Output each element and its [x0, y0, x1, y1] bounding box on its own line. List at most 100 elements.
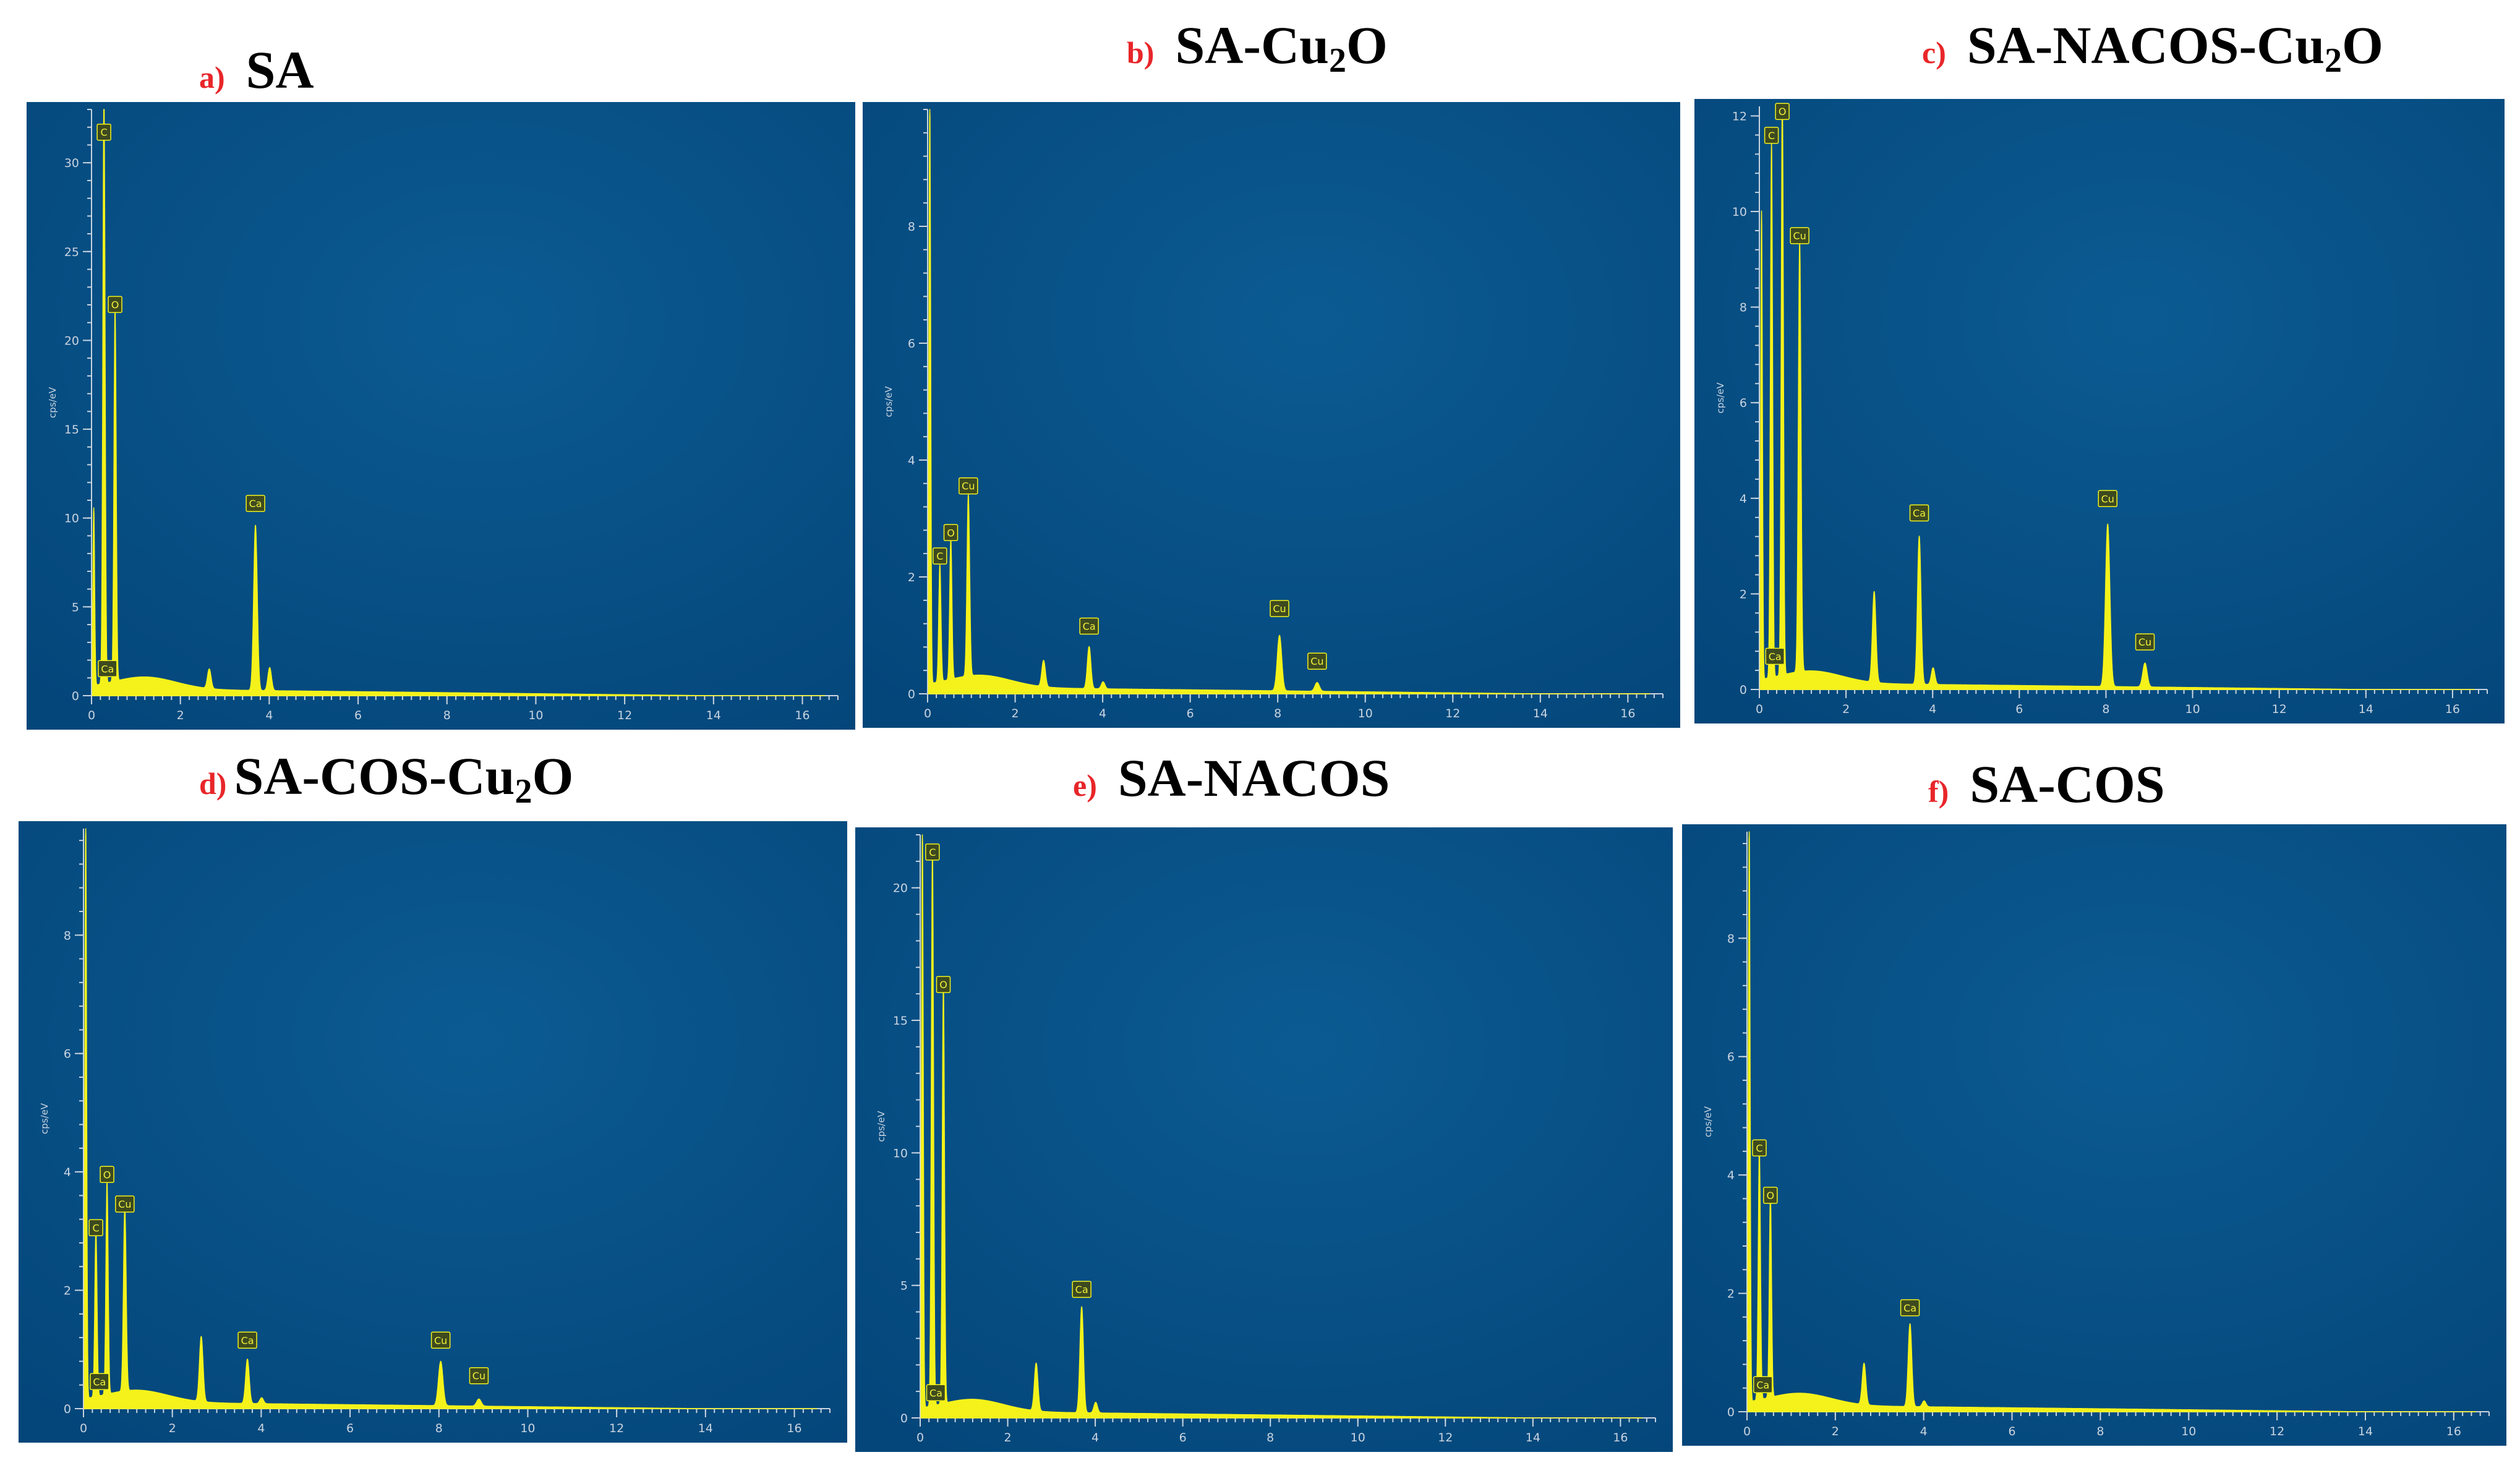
peak-marker-box: [88, 1219, 103, 1237]
x-tick-label: 10: [528, 709, 543, 722]
y-tick-label: 0: [1740, 683, 1747, 697]
x-tick-label: 16: [2445, 702, 2460, 716]
panel-a-title: a) SA: [199, 43, 314, 96]
peak-marker-label: O: [1779, 106, 1787, 117]
peak-marker-box: [1307, 652, 1327, 670]
x-tick-label: 4: [1929, 702, 1936, 716]
panel-f-spectrum: 0 2 4 6 8 10 12 14 16 0 2 4 6 8 cps/eV C O Ca Ca: [1682, 824, 2506, 1446]
y-tick-label: 2: [1727, 1287, 1735, 1301]
y-tick-label: 4: [64, 1166, 71, 1179]
peak-marker-box: [1900, 1299, 1920, 1317]
peak-marker-label: C: [1768, 130, 1775, 142]
x-tick-label: 0: [1743, 1425, 1751, 1438]
peak-marker-box: [1270, 600, 1289, 617]
peak-marker-label: Cu: [2138, 636, 2151, 648]
plot-background: [855, 827, 1673, 1452]
peak-marker-box: [1790, 227, 1809, 244]
peak-marker-label: Cu: [472, 1370, 485, 1382]
y-tick-label: 0: [908, 688, 915, 701]
peak-marker-label: O: [939, 979, 947, 991]
panel-name: SA-NACOS: [1117, 748, 1390, 808]
y-tick-label: 6: [64, 1048, 71, 1061]
x-tick-label: 8: [2096, 1425, 2104, 1438]
peak-marker-label: Ca: [1756, 1379, 1769, 1391]
y-tick-label: 2: [908, 571, 915, 584]
panel-c-title: c) SA-NACOS-Cu2O: [1922, 19, 2383, 78]
spectrum-trace: [1759, 106, 2475, 690]
y-tick-label: 4: [1727, 1169, 1735, 1182]
peak-marker-box: [90, 1373, 109, 1391]
y-tick-label: 15: [64, 423, 79, 437]
peak-marker-box: [469, 1367, 489, 1385]
panel-letter: a): [199, 60, 225, 95]
plot-background: [1694, 99, 2505, 723]
peak-marker-box: [1909, 504, 1929, 522]
panel-letter: d): [199, 766, 227, 801]
y-tick-label: 5: [72, 600, 79, 614]
y-axis-label: cps/eV: [883, 386, 894, 417]
y-tick-label: 6: [1740, 396, 1747, 410]
peak-marker-label: C: [1756, 1142, 1762, 1154]
plot-background: [1682, 824, 2506, 1446]
spectrum-trace: [83, 828, 818, 1409]
panel-f-title: f) SA-COS: [1928, 757, 2165, 811]
peak-marker-label: Ca: [1903, 1302, 1916, 1314]
x-tick-label: 6: [1179, 1431, 1187, 1445]
peak-marker-label: Ca: [241, 1334, 254, 1346]
x-tick-label: 16: [2446, 1425, 2461, 1438]
peak-marker-label: Cu: [1273, 603, 1286, 615]
y-tick-label: 2: [1740, 587, 1747, 601]
x-tick-label: 0: [924, 707, 931, 720]
x-tick-label: 10: [1358, 707, 1373, 720]
x-tick-label: 12: [609, 1422, 624, 1435]
x-tick-label: 8: [435, 1422, 443, 1435]
x-tick-label: 10: [2185, 702, 2200, 716]
x-tick-label: 8: [1274, 707, 1281, 720]
peak-marker-box: [936, 976, 951, 993]
peak-marker-label: Ca: [1083, 621, 1096, 633]
y-tick-label: 10: [1732, 205, 1747, 219]
y-tick-label: 8: [64, 929, 71, 942]
peak-marker-box: [246, 495, 265, 512]
panel-e-title: e) SA-NACOS: [1073, 751, 1390, 804]
y-tick-label: 30: [64, 156, 79, 170]
spectrum-trace: [92, 109, 826, 696]
x-tick-label: 12: [1438, 1431, 1453, 1445]
peak-marker-box: [1079, 617, 1099, 635]
peak-marker-label: Cu: [962, 480, 975, 492]
x-tick-label: 4: [1091, 1431, 1099, 1445]
panel-letter: e): [1073, 768, 1097, 803]
y-tick-label: 10: [64, 512, 79, 526]
x-tick-label: 6: [346, 1422, 354, 1435]
y-tick-label: 12: [1732, 109, 1747, 123]
peak-marker-label: Ca: [1075, 1284, 1088, 1295]
x-tick-label: 2: [1832, 1425, 1839, 1438]
peak-marker-box: [1764, 127, 1779, 144]
peak-marker-box: [1752, 1139, 1767, 1157]
spectrum-trace: [1747, 831, 2477, 1412]
y-tick-label: 8: [1740, 301, 1747, 315]
x-tick-label: 0: [88, 709, 95, 722]
y-tick-label: 8: [908, 220, 915, 234]
peak-marker-box: [1775, 103, 1790, 120]
panel-name: SA-Cu2O: [1175, 15, 1388, 80]
x-tick-label: 8: [443, 709, 451, 722]
y-tick-label: 6: [908, 337, 915, 351]
peak-marker-label: O: [111, 299, 119, 310]
peak-marker-box: [2135, 633, 2155, 651]
peak-marker-label: Ca: [93, 1376, 106, 1388]
y-tick-label: 25: [64, 245, 79, 259]
spectrum-trace: [920, 834, 1643, 1419]
peak-marker-label: Cu: [1310, 655, 1323, 667]
peak-marker-label: Ca: [929, 1387, 942, 1399]
panel-letter: f): [1928, 774, 1949, 809]
y-tick-label: 20: [64, 334, 79, 348]
peak-marker-box: [108, 296, 122, 314]
y-tick-label: 8: [1727, 932, 1735, 945]
peak-marker-label: O: [1767, 1190, 1775, 1201]
panel-name: SA: [246, 40, 314, 100]
x-tick-label: 2: [1842, 702, 1850, 716]
x-tick-label: 6: [2015, 702, 2023, 716]
peak-marker-box: [98, 660, 117, 678]
panel-a-spectrum: 0 2 4 6 8 10 12 14 16 0 5 10 15 20 25 30 cps/eV C O Ca Ca: [27, 102, 855, 730]
